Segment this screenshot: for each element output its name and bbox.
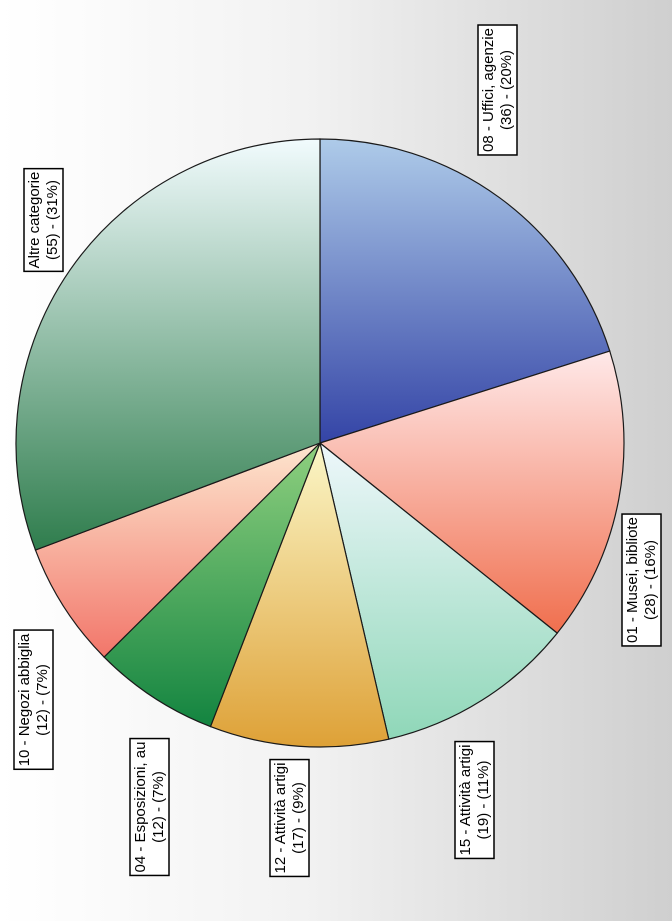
pie-labels: 08 - Uffici, agenzie(36) - (20%) 01 - Mus… (13, 24, 662, 878)
pie-slice (34, 442, 321, 658)
slice-label-box (454, 740, 495, 860)
slice-label-category: 08 - Uffici, agenzie (480, 28, 497, 152)
pie-slice (319, 441, 559, 740)
slice-label-box (13, 629, 54, 771)
slice-label-value: (36) - (20%) (498, 50, 515, 130)
slice-label-text: 12 - Attività artigi(17) - (9%) (272, 763, 307, 874)
pie-slice (103, 442, 321, 728)
slice-label: 15 - Attività artigi(19) - (11%) (454, 740, 495, 860)
slice-label-value: (12) - (7%) (150, 771, 167, 843)
slice-label-value: (17) - (9%) (290, 782, 307, 854)
slice-label-value: (12) - (7%) (34, 664, 51, 736)
slice-label: Altre categorie(55) - (31%) (23, 167, 64, 273)
slice-label-box (129, 737, 170, 877)
slice-label-category: 04 - Esposizioni, au (132, 742, 149, 873)
slice-label: 08 - Uffici, agenzie(36) - (20%) (477, 24, 518, 156)
pie-slices (15, 138, 625, 748)
slice-label-box (23, 167, 64, 273)
slice-label-category: 10 - Negozi abbiglia (16, 633, 33, 766)
slice-label: 10 - Negozi abbiglia(12) - (7%) (13, 629, 54, 771)
slice-label-category: 01 - Musei, bibliote (624, 517, 641, 643)
slice-label-text: 10 - Negozi abbiglia(12) - (7%) (16, 633, 51, 766)
slice-label-category: 15 - Attività artigi (457, 745, 474, 856)
slice-label-value: (28) - (16%) (642, 540, 659, 620)
slice-label-box (269, 758, 310, 878)
slice-label-text: 08 - Uffici, agenzie(36) - (20%) (480, 28, 515, 152)
slice-label-text: 01 - Musei, bibliote(28) - (16%) (624, 517, 659, 643)
pie-slice (209, 440, 390, 748)
slice-label: 01 - Musei, bibliote(28) - (16%) (621, 513, 662, 647)
slice-label: 04 - Esposizioni, au(12) - (7%) (129, 737, 170, 877)
slice-label-category: Altre categorie (26, 172, 43, 269)
pie-slice (15, 138, 321, 551)
pie-slice (319, 138, 611, 444)
slice-label-value: (55) - (31%) (44, 180, 61, 260)
slice-label: 12 - Attività artigi(17) - (9%) (269, 758, 310, 878)
slice-label-value: (19) - (11%) (475, 761, 492, 840)
slice-label-category: 12 - Attività artigi (272, 763, 289, 874)
slice-label-box (477, 24, 518, 156)
slice-label-box (621, 513, 662, 647)
slice-label-text: 15 - Attività artigi(19) - (11%) (457, 745, 492, 856)
slice-label-text: Altre categorie(55) - (31%) (26, 172, 61, 269)
pie-slice (318, 350, 625, 634)
slice-label-text: 04 - Esposizioni, au(12) - (7%) (132, 742, 167, 873)
